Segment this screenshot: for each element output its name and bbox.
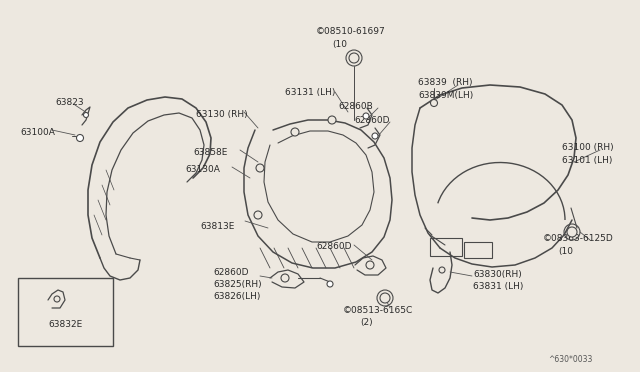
Text: ©08513-6165C: ©08513-6165C bbox=[343, 306, 413, 315]
Text: (2): (2) bbox=[360, 318, 372, 327]
Circle shape bbox=[372, 133, 378, 139]
Text: 63130 (RH): 63130 (RH) bbox=[196, 110, 248, 119]
Circle shape bbox=[349, 53, 359, 63]
Text: 63100A: 63100A bbox=[20, 128, 55, 137]
Text: ©08363-6125D: ©08363-6125D bbox=[543, 234, 614, 243]
Text: 63826(LH): 63826(LH) bbox=[213, 292, 260, 301]
Circle shape bbox=[83, 112, 88, 118]
Text: 63839M(LH): 63839M(LH) bbox=[418, 91, 473, 100]
Circle shape bbox=[54, 296, 60, 302]
Text: 62860B: 62860B bbox=[338, 102, 372, 111]
Text: 63131 (LH): 63131 (LH) bbox=[285, 88, 335, 97]
Text: (10: (10 bbox=[558, 247, 573, 256]
Circle shape bbox=[366, 261, 374, 269]
Circle shape bbox=[363, 113, 369, 119]
Text: 63839  (RH): 63839 (RH) bbox=[418, 78, 472, 87]
Circle shape bbox=[328, 116, 336, 124]
Text: (10: (10 bbox=[332, 40, 347, 49]
Text: 63101 (LH): 63101 (LH) bbox=[562, 156, 612, 165]
Text: 62860D: 62860D bbox=[316, 242, 351, 251]
Circle shape bbox=[281, 274, 289, 282]
Text: 62860D: 62860D bbox=[213, 268, 248, 277]
Circle shape bbox=[254, 211, 262, 219]
Text: 63831 (LH): 63831 (LH) bbox=[473, 282, 524, 291]
Text: 63100 (RH): 63100 (RH) bbox=[562, 143, 614, 152]
Circle shape bbox=[256, 164, 264, 172]
Text: ^630*0033: ^630*0033 bbox=[548, 355, 593, 364]
Text: 63813E: 63813E bbox=[200, 222, 234, 231]
Text: 63858E: 63858E bbox=[193, 148, 227, 157]
Bar bbox=[18, 278, 113, 346]
Bar bbox=[430, 238, 462, 256]
Text: 63823: 63823 bbox=[55, 98, 84, 107]
Bar bbox=[464, 242, 492, 258]
Circle shape bbox=[77, 135, 83, 141]
Text: ©08510-61697: ©08510-61697 bbox=[316, 27, 386, 36]
Circle shape bbox=[567, 227, 577, 237]
Circle shape bbox=[431, 99, 438, 106]
Circle shape bbox=[439, 267, 445, 273]
Text: 63832E: 63832E bbox=[48, 320, 83, 329]
Circle shape bbox=[380, 293, 390, 303]
Text: 62860D: 62860D bbox=[354, 116, 390, 125]
Circle shape bbox=[291, 128, 299, 136]
Text: 63830(RH): 63830(RH) bbox=[473, 270, 522, 279]
Text: 63825(RH): 63825(RH) bbox=[213, 280, 262, 289]
Circle shape bbox=[327, 281, 333, 287]
Text: 63130A: 63130A bbox=[185, 165, 220, 174]
